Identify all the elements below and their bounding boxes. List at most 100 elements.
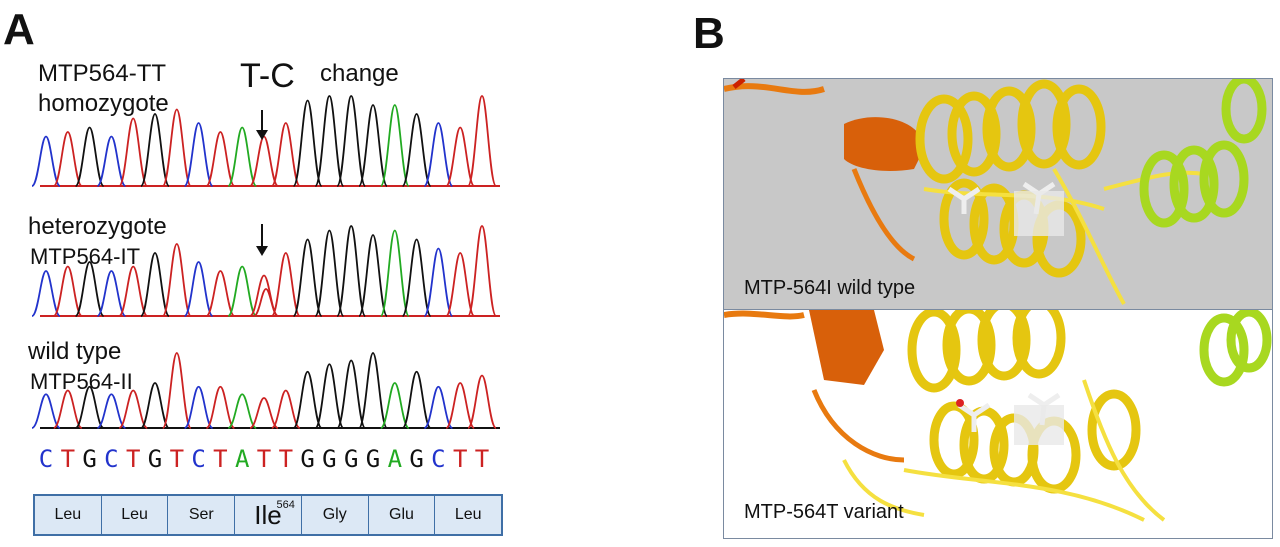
trace-peak [314,363,345,429]
sequence-base: T [453,445,467,473]
sequence-base: T [279,445,293,473]
aa-cell: Ser [168,496,236,534]
sequence-base: C [104,445,118,473]
trace-peak [205,385,236,429]
trace-peak [183,385,214,429]
trace-peak [379,104,410,187]
trace-peak [140,382,170,429]
trace-peak [205,131,236,187]
trace-peak [423,247,454,317]
trace-peak [161,108,192,187]
arrowhead-icon [256,130,268,140]
trace-peak [467,225,497,317]
sequence-base: T [170,445,184,473]
trace-peak [358,352,388,429]
trace-peak [31,270,61,317]
aa-label: Leu [54,506,82,523]
trace-peak [53,389,83,429]
aa-label: Leu [121,506,148,523]
trace-1-label-line1: MTP564-TT [38,60,167,87]
protein-ribbon-variant [724,310,1272,522]
aa-label: Leu [454,506,482,523]
trace-peak [379,382,410,429]
trace-peak [74,385,105,429]
structure-wild-type: MTP-564I wild type [723,78,1273,310]
trace-peak [74,126,105,187]
trace-peak [314,95,345,187]
aa-label: Ile [254,499,282,530]
trace-peak [336,359,367,429]
aa-superscript: 564 [276,499,295,511]
sequence-base: G [82,445,96,473]
sequence-base: G [322,445,336,473]
change-label: T-C [240,57,295,95]
trace-3-label-line2: MTP564-II [30,369,133,394]
wild-type-caption: MTP-564I wild type [744,277,916,299]
sequence-base: T [126,445,140,473]
aa-label: Ser [188,506,214,523]
trace-2-label-line1: heterozygote [28,213,167,240]
trace-peak [401,113,432,187]
trace-peak [249,135,279,187]
panel-b-letter: B [693,9,725,58]
trace-peak [96,393,126,429]
aa-cell: Leu [435,496,502,534]
sequence-base: A [388,445,403,473]
structure-variant: MTP-564T variant [723,309,1273,539]
sequence-base: T [213,445,227,473]
trace-peak [467,374,497,429]
sequence-base: T [475,445,489,473]
trace-peak [270,122,301,187]
sequence-base: G [148,445,162,473]
aa-cell-highlight: Ile 564 [235,496,302,534]
trace-peak [183,122,214,187]
sequence-base: G [409,445,423,473]
trace-peak [270,252,301,317]
aa-cell: Leu [35,496,102,534]
trace-peak [467,95,497,187]
trace-peak [379,229,410,317]
trace-peak [336,95,367,187]
sequence-base: G [344,445,358,473]
sequence-base: C [431,445,445,473]
trace-peak [314,229,345,317]
trace-peak [401,370,432,429]
trace-peak [227,393,257,429]
aa-cell: Gly [301,496,369,534]
sequence-base: T [61,445,75,473]
trace-peak [161,243,192,317]
aa-label: Gly [322,506,347,523]
trace-peak [271,389,301,429]
trace-peak [118,389,148,429]
trace-peak [423,122,454,187]
protein-ribbon-wild-type [724,79,1272,309]
trace-3-label-line1: wild type [28,338,122,365]
trace-peak [445,252,476,317]
trace-peak [74,261,105,317]
trace-1-label-line2: homozygote [38,90,169,117]
trace-secondary-peak [253,288,279,317]
trace-peak [292,99,323,187]
trace-peak [249,397,279,429]
aa-cell: Glu [368,496,436,534]
trace-peak [401,238,432,317]
trace-peak [292,370,323,429]
trace-peak [292,238,323,317]
trace-peak [31,393,61,429]
sequence-base: T [257,445,271,473]
panel-a-letter: A [3,5,35,54]
aa-label: Glu [389,506,414,523]
trace-peak [140,113,170,187]
sequence-base: C [191,445,205,473]
trace-peak [183,261,214,317]
trace-peak [118,265,149,317]
trace-peak [52,131,83,187]
trace-peak [445,382,476,429]
sequence-base: C [39,445,53,473]
trace-peak [31,135,61,187]
trace-peak [227,265,258,317]
trace-peak [118,117,149,187]
trace-peak [358,234,388,317]
trace-peak [205,270,236,317]
